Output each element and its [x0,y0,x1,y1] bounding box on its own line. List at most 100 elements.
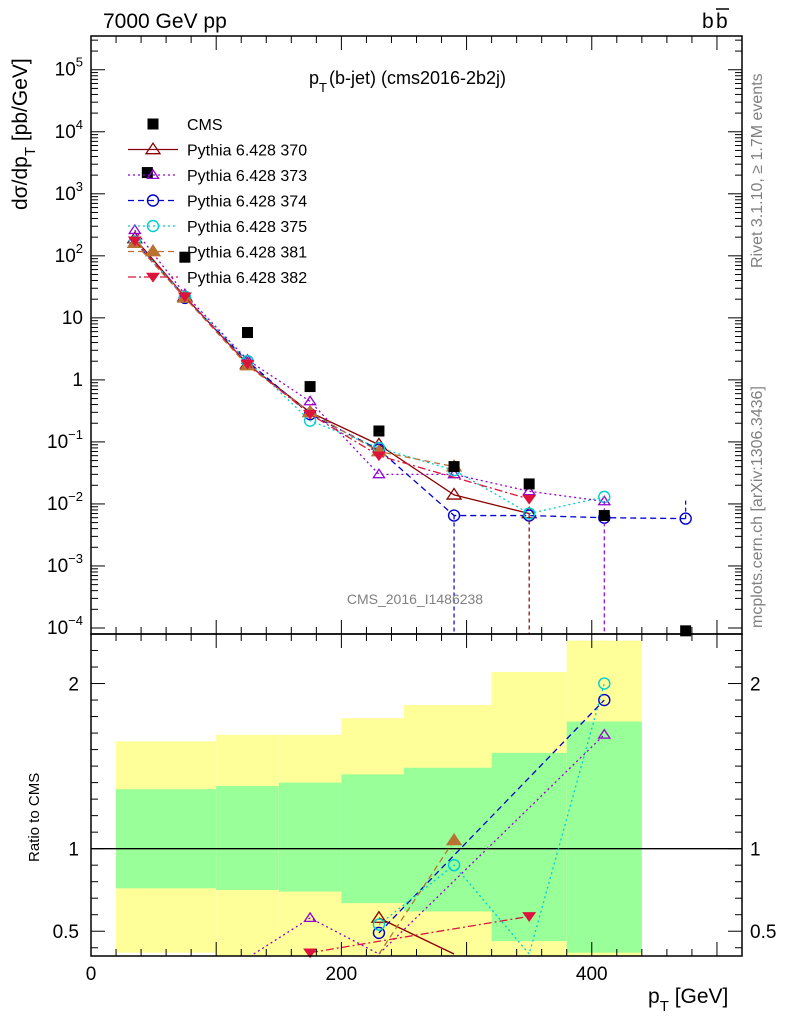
legend-label: CMS [187,117,223,134]
series-1-point [522,485,536,496]
uncertainty-band-green [341,774,404,904]
cms-data-point [523,478,535,490]
ratio-2-point [372,926,386,940]
legend-item: Pythia 6.428 374 [128,194,307,211]
ratio-0-point [370,910,388,923]
uncertainty-band-green [566,721,642,953]
y-axis-label-a: dσ/dp [9,156,32,210]
legend-item: Pythia 6.428 373 [128,168,307,185]
ratio-line-0 [378,917,455,955]
y-tick-label: 104 [55,117,83,143]
legend-label: Pythia 6.428 382 [187,270,307,287]
legend-label: Pythia 6.428 381 [187,245,307,262]
series-5-point [522,494,537,505]
y-tick-label-exp: −3 [68,551,83,566]
process-label-b: b [702,10,714,33]
y-axis-label: dσ/dpT [pb/GeV] [9,58,39,210]
analysis-watermark: CMS_2016_I1486238 [347,591,483,607]
series-line-1 [134,229,605,503]
series-5-point [177,292,192,303]
series-1-point [128,223,142,235]
x-tick-label: 0 [86,964,97,985]
legend-marker [146,194,160,207]
y-tick-label-exp: −4 [68,613,83,628]
y-tick-label-exp: 3 [76,179,83,194]
legend-marker [146,272,160,283]
y-axis-label-b: [pb/GeV] [9,58,32,147]
y-tick-label: 10−2 [47,489,83,515]
legend-marker [147,118,159,130]
ratio-line-5 [309,915,530,954]
series-1-point [372,468,386,479]
ratio-2-point [598,693,611,707]
collision-label: 7000 GeV pp [103,10,227,33]
ratio-y-tick-label-right: 1 [750,840,761,861]
legend-label: Pythia 6.428 373 [187,168,307,185]
legend-marker [146,219,160,233]
series-3-point [522,507,536,520]
series-2-point [679,512,692,525]
series-line-4 [134,242,455,468]
y-tick-label-exp: −2 [68,489,83,504]
ratio-1-point [303,911,317,923]
cms-data-point [680,625,692,637]
mcplots-label: mcplots.cern.ch [arXiv:1306.3436] [749,386,766,628]
y-tick-label-base: 10 [47,494,68,515]
series-5-point [371,451,386,462]
legend-label: Pythia 6.428 375 [187,219,307,236]
series-5-point [127,236,142,247]
cms-data-point [448,461,460,473]
legend-marker [146,168,160,180]
ratio-line-2 [378,699,605,934]
cms-data-point [304,381,316,393]
plot-title-sub: T [319,80,327,95]
ratio-4-point [445,832,463,846]
uncertainty-band-green [491,752,567,942]
y-tick-label-base: 1 [72,370,83,391]
y-tick-label: 10−3 [47,551,83,577]
ratio-y-tick-label: 2 [68,675,79,696]
y-tick-label-exp: 2 [76,241,83,256]
y-tick-label: 105 [55,55,83,81]
y-tick-label: 103 [55,179,83,205]
rivet-label: Rivet 3.1.10, ≥ 1.7M events [749,73,766,268]
legend-label: Pythia 6.428 374 [187,194,307,211]
y-axis-label-sub: T [22,147,39,156]
x-tick-label: 200 [326,964,358,985]
y-tick-label: 1 [72,370,83,391]
y-tick-label: 10 [62,308,83,329]
main-plot-content [126,167,692,637]
y-tick-label-base: 10 [47,556,68,577]
y-tick-label-base: 10 [55,184,76,205]
uncertainty-band-green [216,785,279,890]
series-5-point [240,359,255,370]
legend-item: Pythia 6.428 370 [128,142,307,160]
y-tick-label: 10−1 [47,427,83,453]
y-tick-label-base: 10 [47,432,68,453]
ratio-y-tick-label: 1 [68,840,79,861]
x-axis-label: pT [GeV] [648,985,728,1015]
y-tick-label-base: 10 [55,246,76,267]
plot-title-rest: (b-jet) (cms2016-2b2j) [329,68,506,88]
series-2-point [447,509,461,522]
uncertainty-band-green [116,789,217,889]
x-axis-label-a: p [648,985,660,1008]
ratio-plot-panel: 0.5 0.5 1 1 2 2 0 200 400 Ratio to CMS pT [GeV] [26,633,776,1015]
y-tick-label: 102 [55,241,83,267]
series-0-point [445,487,463,500]
y-tick-label: 10−4 [47,613,83,639]
cms-data-point [141,167,153,179]
legend-item: Pythia 6.428 381 [128,244,307,262]
cms-data-point [179,251,191,263]
ratio-plot-content [91,640,742,959]
ratio-3-point [447,858,461,872]
legend-marker [144,244,162,257]
series-5-point [303,409,318,420]
cms-data-point [373,425,385,437]
ratio-axis-label: Ratio to CMS [26,773,43,862]
legend-marker [144,142,162,155]
ratio-1-point [597,728,612,739]
y-tick-label-base: 10 [55,60,76,81]
